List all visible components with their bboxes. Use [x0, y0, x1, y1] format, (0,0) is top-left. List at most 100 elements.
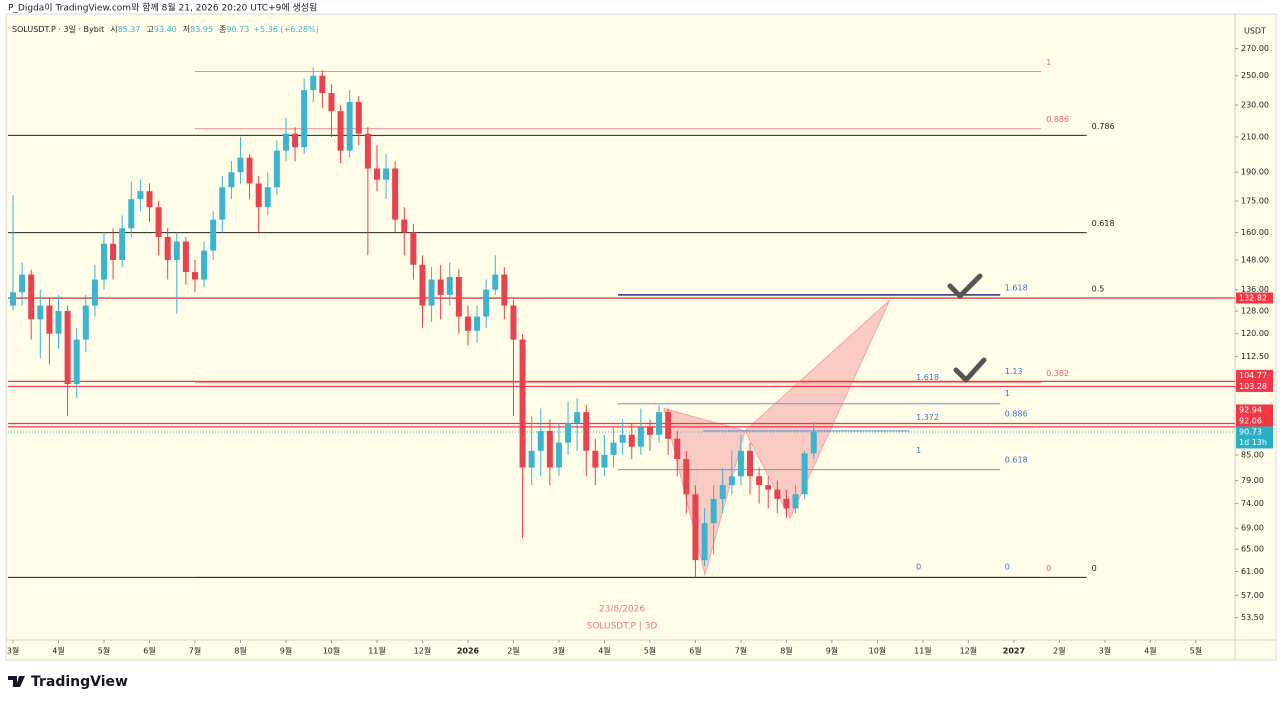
price-label-box [1236, 426, 1273, 449]
header-title: P_Digda이 TradingView.com와 함께 8월 21, 2026… [8, 2, 317, 14]
candle-body [619, 434, 626, 443]
x-tick-label: 3월 [553, 646, 565, 656]
candle-body [537, 430, 544, 451]
fib-label: 1.618 [916, 373, 939, 382]
candle-body [137, 191, 144, 200]
fib-label: 0.382 [1046, 369, 1069, 378]
y-tick-label: 74.00 [1241, 499, 1264, 508]
fib-label: 0 [1046, 564, 1051, 573]
y-tick-label: 79.00 [1241, 476, 1264, 485]
y-tick-label: 250.00 [1241, 71, 1269, 80]
candle-body [173, 241, 180, 260]
ohlc-label: 고 [146, 25, 153, 34]
fib-label: 1 [1046, 58, 1051, 67]
y-tick-label: 136.00 [1241, 285, 1269, 294]
price-label-box [1236, 369, 1273, 381]
candle-body [182, 241, 189, 273]
candle-body [792, 494, 799, 509]
candle-body [592, 450, 599, 468]
candle-body [201, 250, 208, 280]
candle-body [546, 430, 553, 468]
candle-body [555, 442, 562, 468]
candle-body [292, 133, 299, 148]
candle-body [410, 232, 417, 265]
candle-body [492, 274, 499, 290]
candle-body [19, 274, 26, 293]
y-tick-label: 210.00 [1241, 133, 1269, 142]
y-tick-label: 120.00 [1241, 329, 1269, 338]
price-label-box [1236, 404, 1273, 416]
candle-body [719, 485, 726, 499]
y-tick-label: 53.50 [1241, 613, 1264, 622]
candle-body [601, 454, 608, 468]
fib-label: 0.786 [1092, 122, 1115, 131]
candle-body [574, 412, 581, 424]
x-tick-label: 5월 [98, 646, 110, 656]
x-tick-label: 11월 [368, 646, 386, 656]
candle-body [810, 431, 817, 454]
candle-body [346, 101, 353, 151]
ohlc-label: 저 [183, 25, 190, 34]
y-tick-label: 57.00 [1241, 591, 1264, 600]
x-tick-label: 6월 [143, 646, 155, 656]
candle-body [246, 157, 253, 184]
candle-body [37, 305, 44, 320]
x-tick-label: 8월 [234, 646, 246, 656]
x-tick-label: 5월 [1190, 646, 1202, 656]
candle-body [264, 187, 271, 208]
y-tick-label: 112.50 [1241, 352, 1269, 361]
candle-body [510, 305, 517, 340]
price-label-box [1236, 292, 1273, 304]
candle-body [337, 111, 344, 151]
x-tick-label: 5월 [644, 646, 656, 656]
candle-body [756, 476, 763, 486]
candle-body [701, 523, 708, 561]
candle-body [528, 450, 535, 468]
candle-body [119, 228, 126, 260]
y-tick-label: 160.00 [1241, 228, 1269, 237]
candle-body [565, 423, 572, 443]
candle-body [428, 279, 435, 306]
ohlc-value: 85.37 [118, 25, 141, 34]
candle-body [437, 279, 444, 295]
candle-body [692, 494, 699, 561]
x-tick-label: 12월 [414, 646, 432, 656]
x-tick-label: 7월 [189, 646, 201, 656]
x-tick-label: 7월 [735, 646, 747, 656]
candle-body [801, 453, 808, 495]
candle-body [373, 168, 380, 180]
candle-body [301, 90, 308, 148]
x-tick-label: 2027 [1003, 647, 1025, 656]
candle-body [46, 305, 53, 334]
harmonic-pattern [744, 299, 891, 520]
fib-label: 0.5 [1092, 285, 1105, 294]
candle-body [273, 150, 280, 188]
candle-body [455, 277, 462, 317]
fib-label: 0.886 [1005, 409, 1028, 418]
countdown: 1d 13h [1239, 438, 1267, 447]
candle-body [501, 274, 508, 306]
chart-area [5, 13, 1277, 661]
candle-body [710, 498, 717, 524]
candle-body [28, 274, 35, 320]
candle-body [737, 450, 744, 477]
candle-body [364, 133, 371, 169]
candle-body [82, 305, 89, 340]
y-tick-label: 65.00 [1241, 545, 1264, 554]
candle-body [519, 339, 526, 468]
y-tick-label: 148.00 [1241, 255, 1269, 264]
candle-body [747, 450, 754, 477]
candle-body [392, 168, 399, 220]
candle-body [610, 442, 617, 455]
candle-body [683, 459, 690, 495]
price-label: 132.82 [1239, 294, 1267, 303]
x-tick-label: 2026 [457, 647, 480, 656]
fib-label: 0.618 [1005, 455, 1028, 464]
fib-label: 0 [916, 562, 921, 571]
price-label: 104.77 [1239, 371, 1267, 380]
candle-body [73, 339, 80, 384]
candle-body [210, 219, 217, 251]
candle-body [665, 412, 672, 439]
price-label: 92.06 [1239, 416, 1262, 425]
